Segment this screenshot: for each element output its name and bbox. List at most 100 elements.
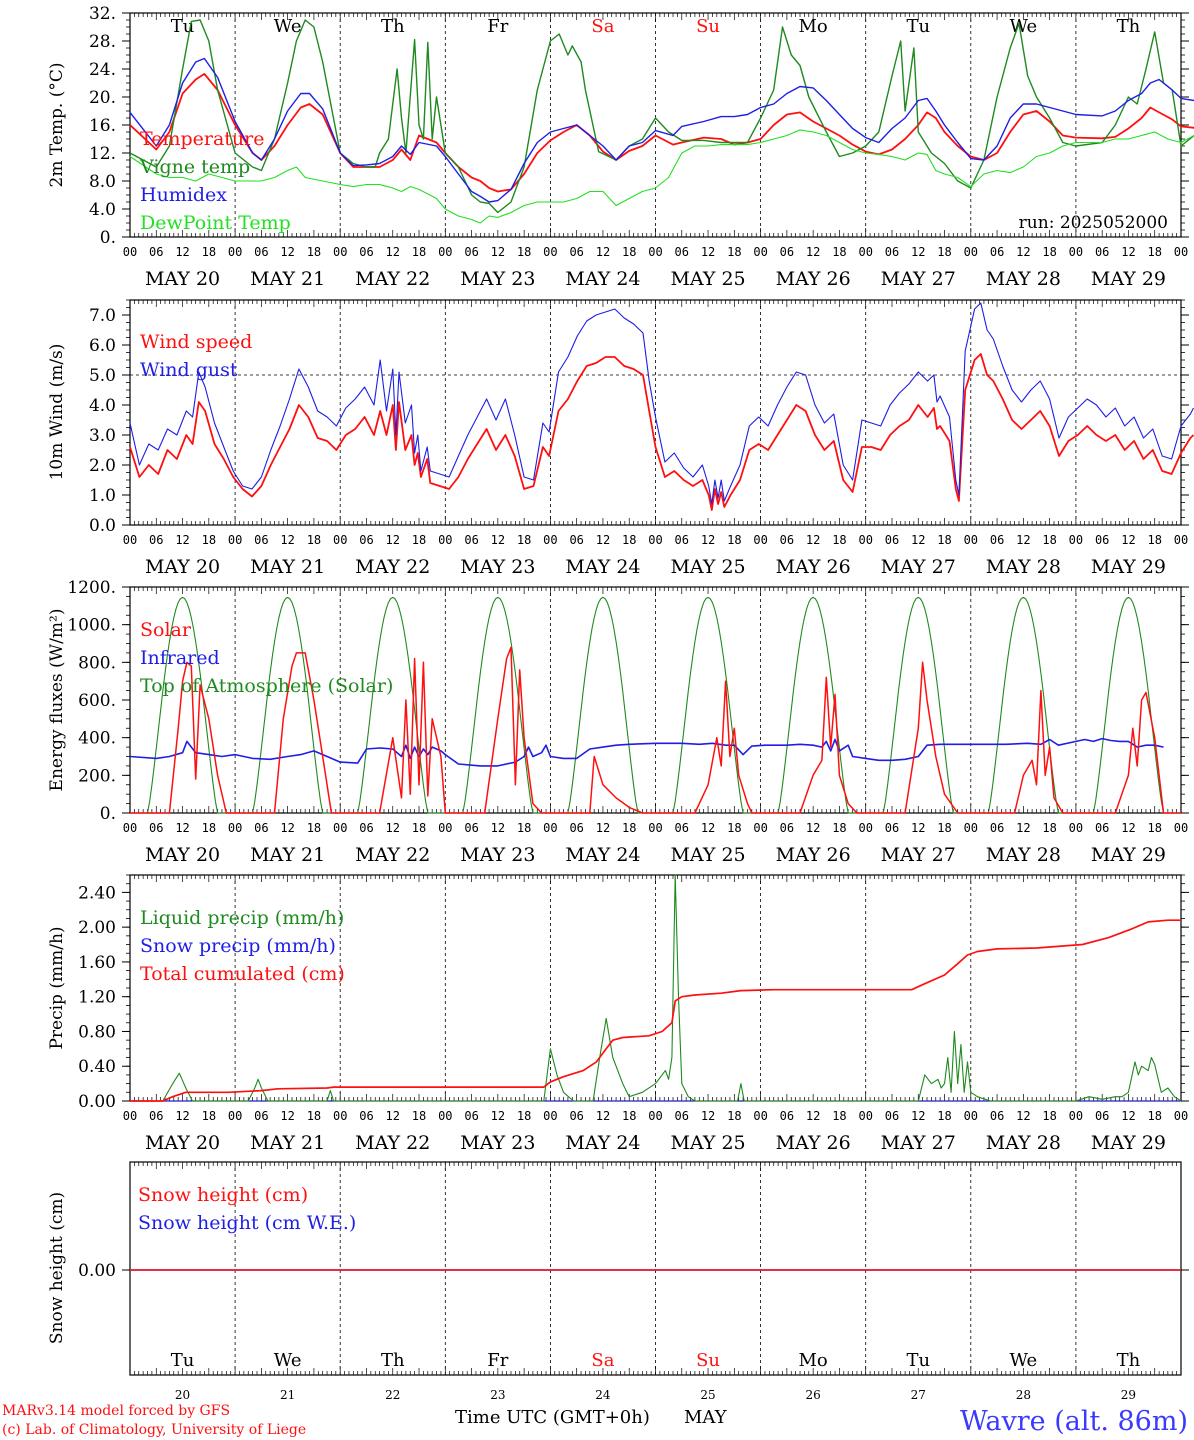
hour-tick-label: 06 (885, 821, 899, 835)
hour-tick-label: 18 (1147, 533, 1161, 547)
y-tick-label: 4.0 (89, 396, 116, 416)
hour-tick-label: 06 (990, 245, 1004, 259)
hour-tick-label: 06 (149, 245, 163, 259)
hour-tick-label: 18 (202, 245, 216, 259)
hour-tick-label: 06 (359, 245, 373, 259)
y-tick-label: 1200. (67, 578, 116, 598)
legend-entry: Snow height (cm) (138, 1184, 308, 1206)
x-axis-title: Time UTC (GMT+0h) (455, 1407, 650, 1428)
date-label: MAY 25 (670, 1132, 745, 1154)
hour-tick-label: 06 (675, 245, 689, 259)
series-line (129, 302, 1194, 505)
hour-tick-label: 00 (1069, 533, 1083, 547)
hour-tick-label: 06 (885, 1109, 899, 1123)
date-label: MAY 26 (776, 844, 851, 866)
series-line (130, 919, 1181, 1102)
hour-tick-label: 18 (622, 533, 636, 547)
hour-tick-label: 00 (964, 245, 978, 259)
date-label: MAY 23 (460, 1132, 535, 1154)
plot-frame (129, 299, 1182, 526)
series-line (129, 57, 1194, 203)
hour-tick-label: 00 (753, 1109, 767, 1123)
hour-tick-label: 12 (911, 1109, 925, 1123)
hour-tick-label: 12 (1121, 533, 1135, 547)
weekday-label: Th (381, 16, 405, 37)
hour-tick-label: 00 (753, 821, 767, 835)
day-number-label: 25 (700, 1388, 715, 1402)
hour-tick-label: 12 (1121, 1109, 1135, 1123)
y-axis-label: 2m Temp. (°C) (47, 62, 67, 187)
date-label: MAY 26 (776, 556, 851, 578)
date-label: MAY 27 (881, 1132, 956, 1154)
series-line (129, 19, 1194, 214)
hour-tick-label: 18 (1042, 245, 1056, 259)
hour-tick-label: 00 (228, 821, 242, 835)
weekday-label: Sa (591, 1350, 614, 1371)
hour-tick-label: 06 (675, 533, 689, 547)
hour-tick-label: 00 (1174, 245, 1188, 259)
hour-tick-label: 06 (254, 245, 268, 259)
date-label: MAY 28 (986, 1132, 1061, 1154)
date-label: MAY 27 (881, 844, 956, 866)
hour-tick-label: 00 (333, 245, 347, 259)
hour-tick-label: 12 (386, 533, 400, 547)
hour-tick-label: 12 (491, 533, 505, 547)
date-label: MAY 24 (565, 268, 640, 290)
hour-tick-label: 06 (149, 1109, 163, 1123)
hour-tick-label: 00 (964, 821, 978, 835)
hour-tick-label: 00 (1069, 245, 1083, 259)
day-number-label: 24 (595, 1388, 611, 1402)
y-tick-label: 2.40 (78, 883, 116, 903)
hour-tick-label: 12 (175, 533, 189, 547)
day-number-label: 21 (280, 1388, 295, 1402)
hour-tick-label: 12 (1016, 1109, 1030, 1123)
hour-tick-label: 12 (911, 245, 925, 259)
weekday-label: We (274, 1350, 302, 1371)
weekday-label: We (274, 16, 302, 37)
date-label: MAY 23 (460, 556, 535, 578)
hour-tick-label: 00 (648, 245, 662, 259)
hour-tick-label: 18 (202, 1109, 216, 1123)
hour-tick-label: 00 (543, 533, 557, 547)
y-tick-label: 1.0 (89, 486, 116, 506)
hour-tick-label: 06 (780, 533, 794, 547)
y-tick-label: 0.00 (78, 1261, 116, 1281)
hour-tick-label: 00 (333, 821, 347, 835)
hour-tick-label: 00 (1069, 1109, 1083, 1123)
hour-tick-label: 00 (438, 821, 452, 835)
date-label: MAY 29 (1091, 844, 1166, 866)
hour-tick-label: 18 (622, 821, 636, 835)
date-label: MAY 28 (986, 268, 1061, 290)
y-tick-label: 600. (78, 691, 116, 711)
hour-tick-label: 06 (1095, 1109, 1109, 1123)
hour-tick-label: 00 (1174, 1109, 1188, 1123)
hour-tick-label: 06 (1095, 821, 1109, 835)
precip-panel: 0.00 0.40 0.80 1.20 1.60 2.00 2.40 Liquid preci… (47, 874, 1189, 1154)
weekday-label: Fr (487, 1350, 508, 1371)
hour-tick-label: 18 (937, 821, 951, 835)
hour-tick-label: 12 (1016, 821, 1030, 835)
weekday-label: Th (1117, 16, 1141, 37)
date-label: MAY 28 (986, 556, 1061, 578)
hour-tick-label: 18 (412, 1109, 426, 1123)
date-label: MAY 23 (460, 844, 535, 866)
hour-tick-label: 00 (333, 533, 347, 547)
hour-tick-label: 18 (622, 245, 636, 259)
hour-tick-label: 06 (464, 245, 478, 259)
hour-tick-label: 12 (701, 245, 715, 259)
hour-tick-label: 06 (780, 245, 794, 259)
legend-entry: Total cumulated (cm) (140, 963, 345, 985)
day-number-label: 29 (1121, 1388, 1136, 1402)
y-axis-label: Energy fluxes (W/m²) (47, 609, 67, 792)
series-line (129, 129, 1194, 224)
y-tick-label: 400. (78, 729, 116, 749)
weekday-label: Th (1117, 1350, 1141, 1371)
hour-tick-label: 18 (412, 533, 426, 547)
date-label: MAY 24 (565, 844, 640, 866)
legend-entry: Humidex (140, 184, 227, 206)
date-label: MAY 20 (145, 268, 220, 290)
hour-tick-label: 06 (990, 533, 1004, 547)
legend-entry: Snow height (cm W.E.) (138, 1212, 356, 1234)
legend-entry: Temperature (140, 128, 264, 150)
y-tick-label: 24. (89, 60, 116, 80)
